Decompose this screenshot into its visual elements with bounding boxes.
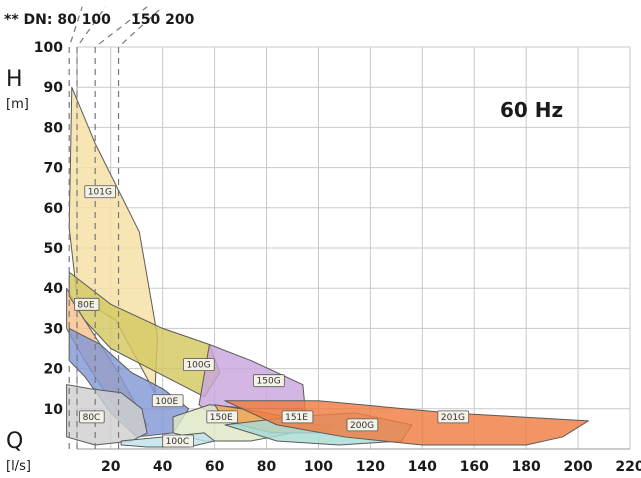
dn-label-2: 150 200	[131, 12, 195, 28]
region-label-box	[253, 374, 285, 388]
region-201g	[224, 400, 589, 446]
x-tick-label: 180	[512, 459, 541, 475]
region-label-150e: 150E	[206, 410, 239, 424]
region-label-box	[151, 394, 184, 408]
y-axis-label: H	[6, 67, 23, 92]
region-80c	[66, 384, 148, 446]
x-tick-label: 60	[205, 459, 225, 475]
region-label-100g: 100G	[183, 358, 215, 372]
y-tick-label: 70	[44, 161, 64, 177]
y-tick-label: 10	[44, 402, 64, 418]
region-label-box	[79, 410, 105, 424]
tick-labels: 10 20 30 40 50 60 70 80 90 100 20 40 60 80 100 120 140 16…	[34, 40, 641, 475]
region-label-text: 101G	[88, 188, 112, 198]
region-label-text: 200G	[350, 421, 374, 431]
x-axis-label: Q	[6, 429, 23, 454]
region-label-text: 80E	[77, 300, 94, 310]
y-tick-label: 40	[44, 281, 64, 297]
x-tick-label: 120	[356, 459, 385, 475]
y-tick-label: 60	[44, 201, 64, 217]
y-axis-unit: [m]	[6, 97, 29, 112]
region-label-201g: 201G	[437, 410, 470, 424]
region-label-80e: 80E	[74, 297, 100, 311]
dn-dash-line	[117, 6, 164, 449]
region-label-text: 150G	[257, 377, 281, 387]
dn-dash-line	[94, 6, 148, 449]
region-label-box	[346, 418, 379, 432]
x-tick-label: 160	[460, 459, 489, 475]
region-label-101g: 101G	[84, 185, 116, 199]
region-label-200g: 200G	[346, 418, 379, 432]
y-tick-label: 90	[44, 80, 64, 96]
region-labels: 101G 80E 100E 100G 150G 150E 151E 200G 201G 80C 10…	[74, 185, 470, 448]
y-tick-label: 80	[44, 120, 64, 136]
region-label-text: 151E	[285, 413, 308, 423]
region-label-80c: 80C	[79, 410, 105, 424]
y-tick-label: 50	[44, 241, 64, 257]
region-label-text: 100E	[155, 397, 178, 407]
region-label-text: 100C	[166, 437, 189, 447]
x-tick-label: 20	[101, 459, 121, 475]
region-label-text: 100G	[186, 361, 210, 371]
region-label-box	[162, 434, 194, 448]
region-label-100e: 100E	[151, 394, 184, 408]
x-tick-label: 220	[615, 459, 641, 475]
dn-dash-line	[68, 6, 83, 449]
x-tick-label: 40	[153, 459, 173, 475]
frequency-title: 60 Hz	[500, 98, 563, 122]
x-tick-label: 100	[304, 459, 333, 475]
region-100g	[68, 271, 221, 398]
region-label-100c: 100C	[162, 434, 194, 448]
x-axis-unit: [l/s]	[6, 459, 31, 474]
region-label-box	[281, 410, 314, 424]
region-label-box	[84, 185, 116, 199]
region-label-text: 150E	[210, 413, 233, 423]
dn-label: ** DN: 80 100	[4, 12, 111, 28]
x-tick-label: 200	[563, 459, 592, 475]
y-tick-label: 20	[44, 362, 64, 378]
region-label-text: 201G	[441, 413, 465, 423]
region-label-text: 80C	[83, 413, 101, 423]
region-label-box	[183, 358, 215, 372]
x-tick-label: 80	[257, 459, 277, 475]
dn-dashed-lines	[68, 6, 164, 449]
y-tick-label: 30	[44, 321, 64, 337]
region-label-151e: 151E	[281, 410, 314, 424]
region-label-box	[206, 410, 239, 424]
y-tick-label: 100	[34, 40, 63, 56]
region-label-150g: 150G	[253, 374, 285, 388]
region-label-box	[74, 297, 100, 311]
dn-dash-line	[76, 6, 107, 449]
region-label-box	[437, 410, 470, 424]
pump-regions	[66, 86, 589, 448]
x-tick-label: 140	[408, 459, 437, 475]
